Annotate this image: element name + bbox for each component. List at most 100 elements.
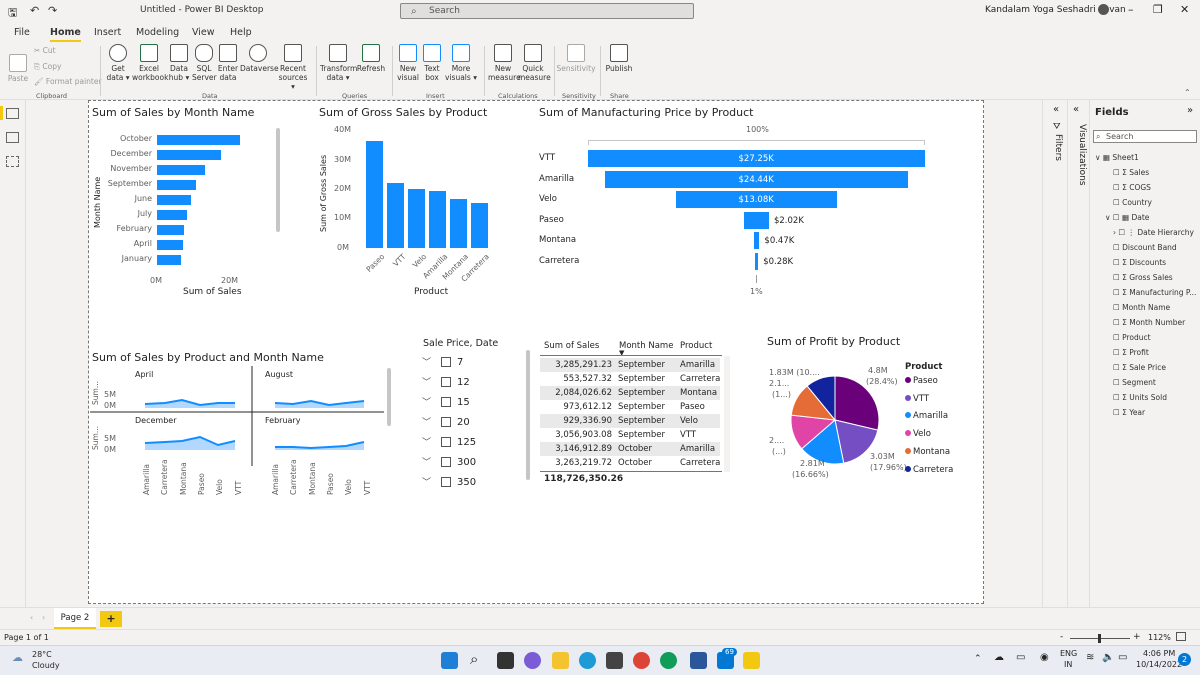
expand-chevron-icon[interactable]: ﹀ (422, 358, 432, 368)
recent-sources-button[interactable]: Recent sources ▾ (276, 44, 310, 91)
expand-chevron-icon[interactable]: ﹀ (422, 478, 432, 488)
table-row[interactable] (540, 386, 720, 400)
data-hub-button[interactable]: Data hub ▾ (166, 44, 192, 82)
product-bar-paseo[interactable] (366, 140, 383, 248)
funnel-bar-vtt[interactable] (588, 150, 925, 167)
add-page-button[interactable]: + (100, 611, 122, 627)
user-name[interactable]: Kandalam Yoga Seshadri Pavan (985, 5, 1126, 15)
field-product[interactable]: ☐ Product (1113, 333, 1151, 342)
field-discount-band[interactable]: ☐ Discount Band (1113, 243, 1177, 252)
checkbox[interactable] (441, 437, 452, 447)
field-discounts[interactable]: ☐ Σ Discounts (1113, 258, 1167, 267)
store-icon[interactable] (606, 652, 623, 669)
cut-button[interactable]: ✂ Cut (34, 46, 56, 55)
menu-help[interactable]: Help (230, 27, 252, 38)
tray-chevron-icon[interactable]: ⌃ (974, 654, 982, 664)
funnel-bar-carretera[interactable] (754, 252, 759, 270)
filters-pane-tab[interactable]: Filters (1053, 134, 1063, 161)
collapse-filters-icon[interactable]: « (1053, 104, 1060, 115)
slicer-item-20[interactable]: ﹀ 20 (422, 415, 470, 428)
field-year[interactable]: ☐ Σ Year (1113, 408, 1146, 417)
field-country[interactable]: ☐ Country (1113, 198, 1152, 207)
table-row[interactable] (540, 414, 720, 428)
expand-chevron-icon[interactable]: ﹀ (422, 418, 432, 428)
collapse-visualizations-icon[interactable]: « (1073, 104, 1080, 115)
next-page-icon[interactable]: › (42, 613, 46, 622)
clock-date[interactable]: 10/14/2022 (1136, 660, 1183, 669)
avatar[interactable] (1098, 4, 1109, 15)
field-month-number[interactable]: ☐ Σ Month Number (1113, 318, 1186, 327)
table-header-month[interactable]: Month Name (619, 341, 674, 351)
field-sale-price[interactable]: ☐ Σ Sale Price (1113, 363, 1166, 372)
fields-table-sheet1[interactable]: ∨ ▦ Sheet1 (1095, 153, 1139, 162)
prev-page-icon[interactable]: ‹ (30, 613, 34, 622)
enter-data-button[interactable]: Enter data (216, 44, 240, 82)
collapse-ribbon-icon[interactable]: ⌃ (1184, 88, 1191, 97)
menu-home[interactable]: Home (50, 27, 81, 42)
model-view-icon[interactable] (6, 156, 19, 167)
quick-measure-button[interactable]: Quick measure (518, 44, 551, 82)
expand-chevron-icon[interactable]: ﹀ (422, 438, 432, 448)
expand-chevron-icon[interactable]: ﹀ (422, 398, 432, 408)
save-icon[interactable]: 🖫 (8, 6, 18, 19)
more-visuals-button[interactable]: More visuals ▾ (444, 44, 478, 82)
wifi-icon[interactable]: ≋ (1086, 652, 1095, 663)
pie-legend-carretera[interactable]: Carretera (905, 465, 953, 475)
weather[interactable]: Cloudy (32, 661, 60, 670)
slicer-item-15[interactable]: ﹀ 15 (422, 395, 470, 408)
slicer-scrollbar[interactable] (526, 350, 530, 480)
paste-button[interactable]: Paste (6, 54, 30, 83)
word-icon[interactable] (690, 652, 707, 669)
slicer-item-350[interactable]: ﹀ 350 (422, 475, 476, 488)
product-bar-carretera[interactable] (471, 203, 488, 248)
chrome-profile-icon[interactable] (660, 652, 677, 669)
month-bar-november[interactable] (157, 165, 205, 175)
funnel-bar-paseo[interactable] (744, 211, 769, 229)
fields-search[interactable]: ⌕ Search (1093, 130, 1197, 143)
slicer-item-125[interactable]: ﹀ 125 (422, 435, 476, 448)
field-month-name[interactable]: ☐ Month Name (1113, 303, 1171, 312)
camera-icon[interactable]: ◉ (1040, 652, 1049, 663)
teams-chat-icon[interactable] (524, 652, 541, 669)
sort-desc-icon[interactable]: ▼ (619, 349, 625, 357)
checkbox[interactable] (441, 377, 452, 387)
windows-start-icon[interactable] (441, 652, 458, 669)
funnel-bar-velo[interactable] (675, 191, 838, 208)
slicer-item-300[interactable]: ﹀ 300 (422, 455, 476, 468)
language[interactable]: ENG (1060, 649, 1078, 658)
table-header-product[interactable]: Product (680, 341, 713, 351)
table-row[interactable] (540, 428, 720, 442)
report-view-icon[interactable] (6, 108, 19, 119)
table-row[interactable] (540, 456, 720, 470)
checkbox[interactable] (441, 357, 452, 367)
file-explorer-icon[interactable] (552, 652, 569, 669)
expand-chevron-icon[interactable]: ﹀ (422, 458, 432, 468)
pie-legend-velo[interactable]: Velo (905, 429, 931, 439)
zoom-out-button[interactable]: - (1060, 632, 1064, 642)
expand-fields-icon[interactable]: » (1187, 105, 1194, 116)
slicer-item-7[interactable]: ﹀ 7 (422, 355, 463, 368)
pie-chart[interactable] (790, 375, 880, 465)
field-date[interactable]: ∨ ☐ ▦ Date (1105, 213, 1150, 222)
publish-button[interactable]: Publish (604, 44, 634, 73)
notification-badge[interactable]: 2 (1178, 653, 1191, 666)
close-icon[interactable]: ✕ (1180, 3, 1190, 16)
menu-insert[interactable]: Insert (94, 27, 122, 38)
small-multiples-chart[interactable] (90, 366, 386, 496)
pie-slice-amarilla[interactable] (801, 419, 845, 465)
sales-by-month-scrollbar[interactable] (276, 128, 280, 232)
region[interactable]: IN (1064, 660, 1073, 669)
checkbox[interactable] (441, 457, 452, 467)
undo-icon[interactable]: ↶ (30, 4, 40, 17)
sensitivity-button[interactable]: Sensitivity (556, 44, 596, 73)
field-manufacturing-p-[interactable]: ☐ Σ Manufacturing P... (1113, 288, 1197, 297)
outlook-icon[interactable] (717, 652, 734, 669)
sql-server-button[interactable]: SQL Server (192, 44, 217, 82)
table-row[interactable] (540, 358, 720, 372)
excel-workbook-button[interactable]: Excel workbook (132, 44, 168, 82)
expand-chevron-icon[interactable]: ﹀ (422, 378, 432, 388)
table-row[interactable] (540, 372, 720, 386)
fit-page-icon[interactable] (1176, 632, 1186, 641)
search-box[interactable]: ⌕ Search (400, 3, 694, 19)
month-bar-october[interactable] (157, 135, 240, 145)
